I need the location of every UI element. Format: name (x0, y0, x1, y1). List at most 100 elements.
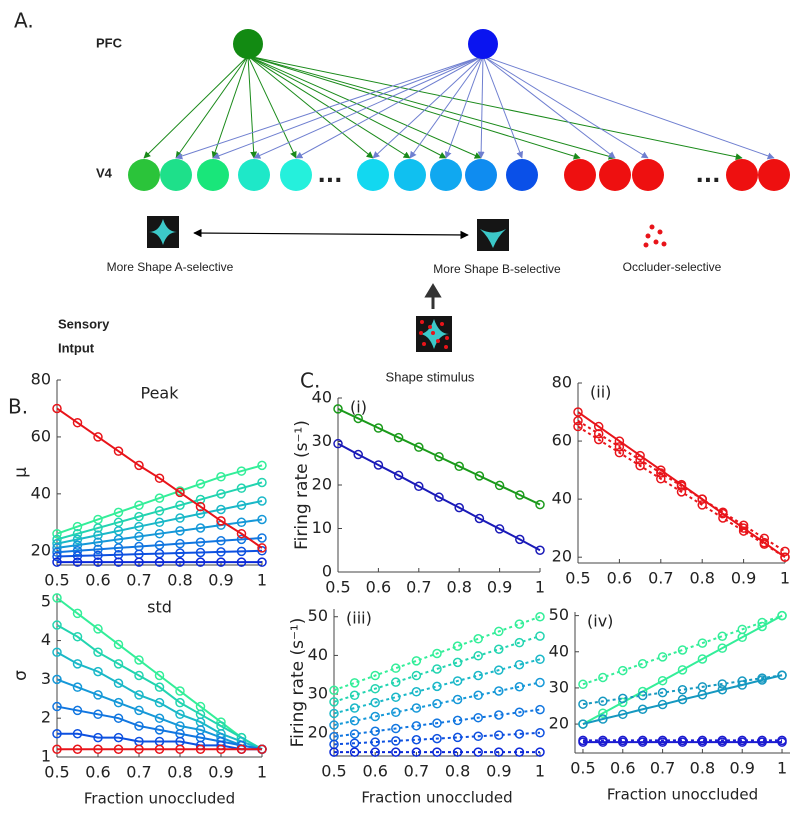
data-point (535, 677, 545, 688)
connection (247, 55, 616, 160)
data-point (175, 548, 185, 558)
chart-title: std (147, 598, 172, 617)
panel-annotation: (iv) (587, 612, 613, 631)
data-point (697, 638, 708, 648)
data-point (777, 735, 787, 746)
data-point (236, 557, 247, 567)
series-line (56, 597, 263, 751)
data-point (113, 543, 124, 553)
data-point (93, 744, 103, 754)
data-point (236, 528, 247, 539)
panel-label: B. (8, 395, 28, 419)
v4-node (564, 159, 596, 191)
v4-node (280, 159, 312, 191)
data-point (134, 705, 144, 716)
data-point (134, 531, 144, 542)
data-point (637, 658, 648, 669)
connection (372, 55, 484, 159)
data-point (52, 528, 62, 539)
data-point (257, 533, 267, 543)
data-point (195, 537, 206, 547)
connection (212, 55, 484, 160)
y-tick-label: 50 (308, 606, 328, 625)
data-point (175, 709, 185, 720)
y-axis-label: μ (11, 467, 31, 478)
data-point (113, 639, 124, 650)
x-tick-label: 1 (257, 571, 267, 590)
x-tick-label: 0.6 (85, 763, 110, 782)
connection (482, 55, 649, 159)
series-line (56, 549, 263, 558)
data-point (113, 446, 124, 456)
y-tick-label: 80 (552, 373, 572, 392)
y-tick-label: 20 (552, 547, 572, 566)
connection (175, 55, 484, 160)
data-point (175, 686, 185, 696)
data-point (236, 483, 247, 493)
v4-node (357, 159, 389, 191)
series-line (337, 407, 541, 506)
data-point (393, 470, 404, 481)
y-tick-label: 40 (31, 483, 51, 502)
data-point (134, 557, 144, 567)
data-point (598, 714, 608, 724)
connection (253, 55, 484, 159)
occluder-icon (643, 224, 667, 248)
data-point (391, 677, 401, 687)
data-point (718, 508, 728, 519)
data-point (236, 534, 247, 545)
data-point (329, 720, 339, 730)
data-point (432, 648, 442, 659)
series-line (333, 615, 541, 692)
data-point (614, 436, 625, 446)
data-point (573, 421, 583, 432)
data-point (614, 447, 625, 458)
data-point (494, 524, 505, 534)
v4-nodes (128, 159, 790, 191)
x-tick-label: 0.5 (570, 759, 595, 778)
v4-node (394, 159, 426, 191)
data-point (113, 744, 124, 754)
data-point (657, 735, 668, 746)
data-point (391, 747, 401, 757)
data-point (175, 538, 185, 549)
data-point (134, 500, 144, 510)
x-tick-label: 0.7 (404, 762, 429, 781)
data-point (154, 670, 165, 681)
data-point (72, 557, 83, 567)
x-tick-label: 0.8 (689, 569, 714, 588)
data-point (737, 676, 747, 686)
x-tick-label: 0.6 (366, 578, 391, 597)
connection (482, 55, 524, 159)
data-point (452, 641, 463, 651)
data-point (432, 733, 442, 744)
data-point (52, 557, 62, 567)
y-tick-label: 40 (552, 489, 572, 508)
data-point (370, 697, 380, 708)
v4-node (197, 159, 229, 191)
x-tick-label: 0.8 (446, 578, 471, 597)
data-point (216, 536, 226, 546)
data-point (349, 678, 360, 688)
data-point (113, 678, 124, 689)
connection (477, 55, 485, 159)
series-line (577, 419, 786, 553)
data-point (154, 682, 165, 692)
data-point (391, 663, 401, 673)
data-point (257, 477, 267, 488)
data-point (52, 674, 62, 685)
connection (409, 55, 484, 159)
data-point (195, 557, 206, 567)
data-point (154, 517, 165, 528)
data-point (72, 521, 83, 532)
data-point (474, 513, 485, 524)
data-point (717, 679, 728, 689)
data-point (657, 699, 668, 710)
y-tick-label: 30 (308, 684, 328, 703)
data-point (777, 670, 787, 681)
data-point (657, 687, 668, 698)
x-tick-label: 0.9 (486, 762, 511, 781)
data-point (257, 557, 267, 567)
x-tick-label: 0.8 (167, 571, 192, 590)
data-point (535, 654, 545, 665)
